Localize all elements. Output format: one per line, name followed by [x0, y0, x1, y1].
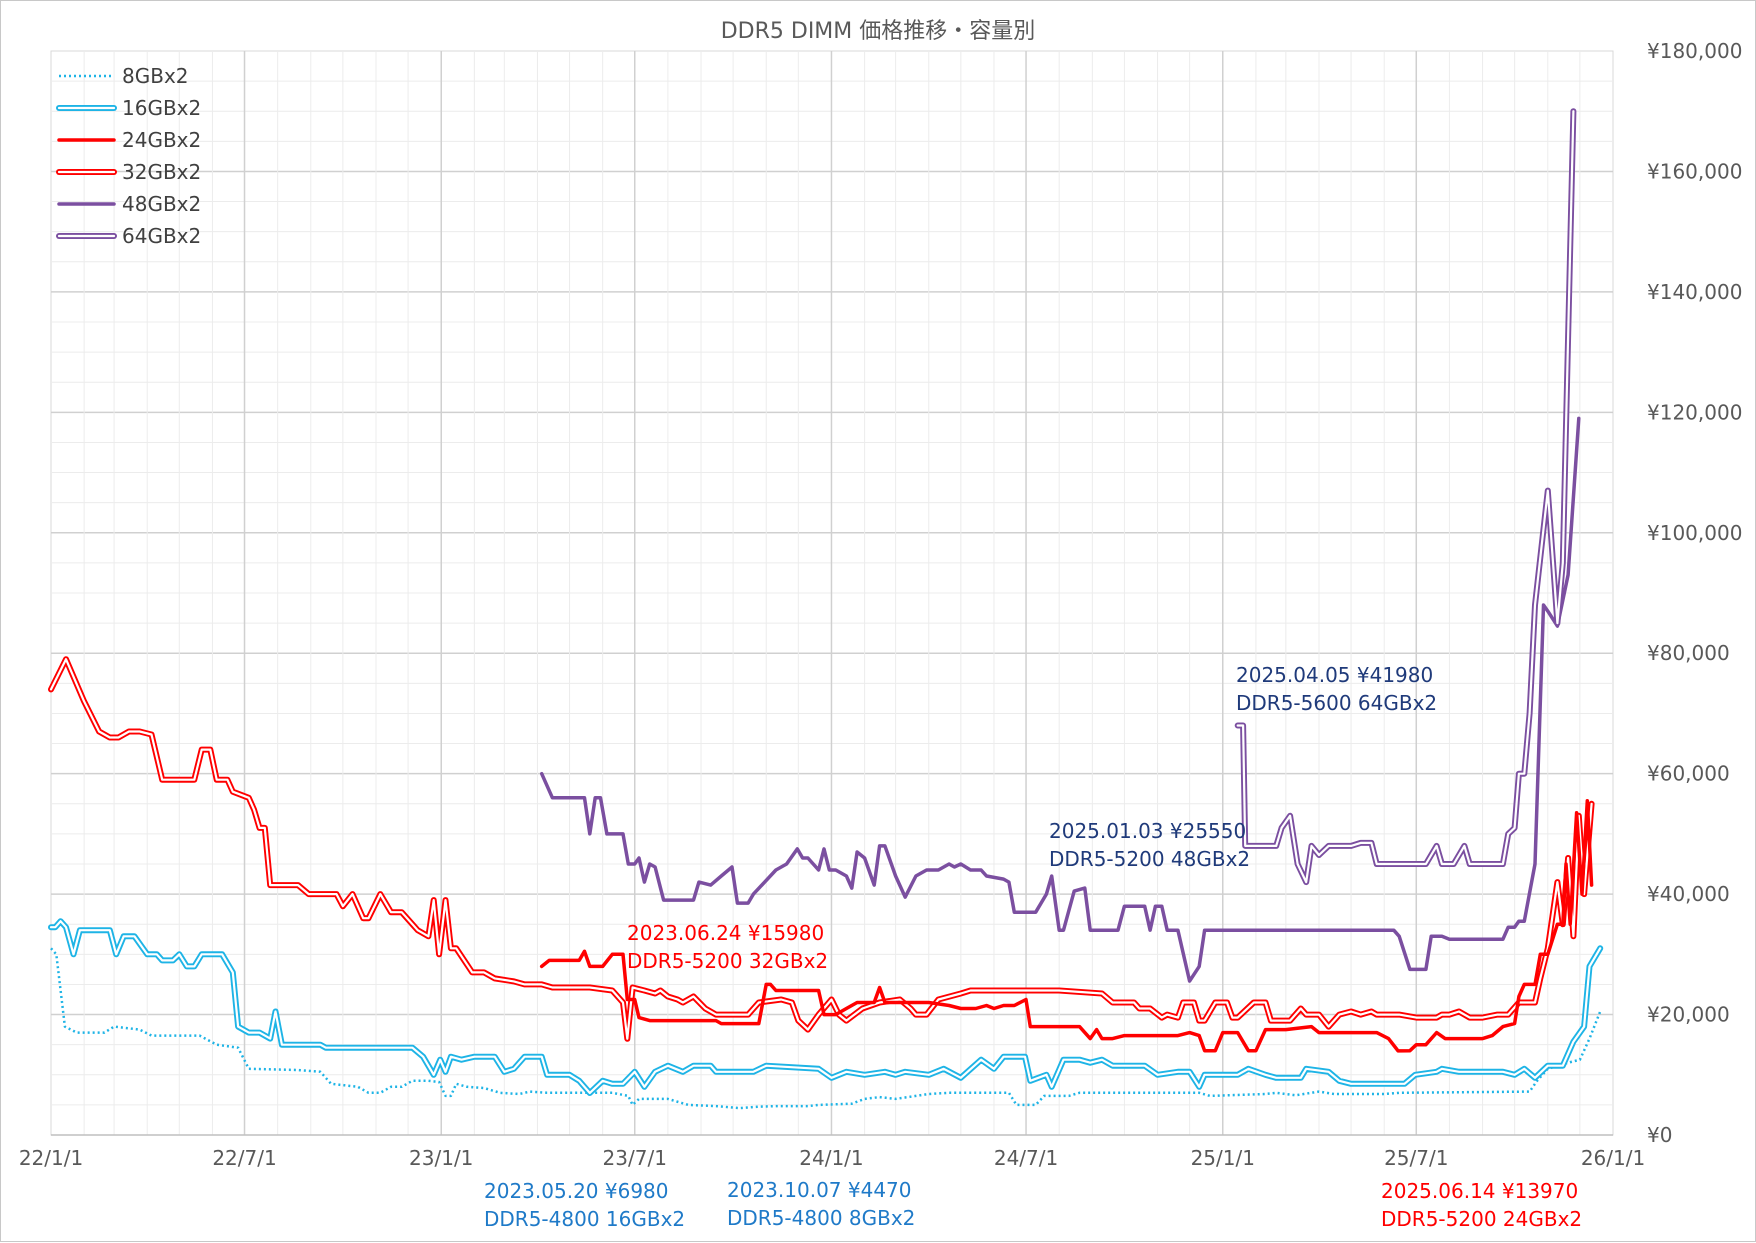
- legend: 8GBx2 16GBx2 24GBx2 32GBx2 48GBx2 64GBx2: [56, 64, 201, 248]
- annotation-line1: 2025.01.03 ¥25550: [1049, 819, 1246, 843]
- annotation-anno-48: 2025.01.03 ¥25550 DDR5-5200 48GBx2: [1049, 819, 1250, 871]
- legend-label: 16GBx2: [122, 96, 201, 120]
- y-tick-label: ¥60,000: [1647, 762, 1730, 786]
- series-48GBx2: [539, 416, 1581, 983]
- series-24GBx2: [539, 799, 1594, 1053]
- y-tick-label: ¥80,000: [1647, 641, 1730, 665]
- annotation-line1: 2023.10.07 ¥4470: [727, 1178, 912, 1202]
- x-tick-label: 22/7/1: [212, 1146, 276, 1170]
- series-64GBx2: [1234, 108, 1577, 886]
- annotation-line1: 2025.04.05 ¥41980: [1236, 663, 1433, 687]
- annotation-anno-64: 2025.04.05 ¥41980 DDR5-5600 64GBx2: [1236, 663, 1437, 715]
- annotation-line2: DDR5-5200 48GBx2: [1049, 847, 1250, 871]
- annotation-line2: DDR5-4800 16GBx2: [484, 1207, 685, 1231]
- legend-label: 24GBx2: [122, 128, 201, 152]
- x-tick-label: 24/7/1: [994, 1146, 1058, 1170]
- y-tick-label: ¥40,000: [1647, 882, 1730, 906]
- x-tick-label: 23/1/1: [409, 1146, 473, 1170]
- annotation-line2: DDR5-5600 64GBx2: [1236, 691, 1437, 715]
- legend-item-64GBx2: 64GBx2: [56, 224, 201, 248]
- annotation-line2: DDR5-4800 8GBx2: [727, 1206, 915, 1230]
- y-tick-label: ¥140,000: [1647, 280, 1742, 304]
- x-tick-label: 26/1/1: [1581, 1146, 1645, 1170]
- legend-item-32GBx2: 32GBx2: [56, 160, 201, 184]
- y-tick-label: ¥20,000: [1647, 1003, 1730, 1027]
- x-tick-label: 25/1/1: [1191, 1146, 1255, 1170]
- annotation-line1: 2023.06.24 ¥15980: [627, 921, 824, 945]
- series-line-32GBx2-inner: [49, 658, 1593, 1040]
- annotation-line1: 2025.06.14 ¥13970: [1381, 1179, 1578, 1203]
- series-line-64GBx2-inner: [1236, 110, 1575, 884]
- series-16GBx2: [48, 918, 1604, 1096]
- chart-title: DDR5 DIMM 価格推移・容量別: [721, 19, 1036, 44]
- series-line-24GBx2: [539, 799, 1594, 1053]
- legend-label: 8GBx2: [122, 64, 189, 88]
- annotation-line1: 2023.05.20 ¥6980: [484, 1179, 669, 1203]
- legend-item-16GBx2: 16GBx2: [56, 96, 201, 120]
- series-32GBx2: [48, 656, 1595, 1042]
- legend-label: 64GBx2: [122, 224, 201, 248]
- series-line-64GBx2-outer: [1234, 108, 1577, 886]
- series-line-8GBx2: [50, 947, 1602, 1110]
- x-tick-label: 22/1/1: [19, 1146, 83, 1170]
- series-line-48GBx2: [539, 416, 1581, 983]
- axes: 22/1/1 22/7/1 23/1/1 23/7/1 24/1/1 24/7/1 25/1…: [19, 39, 1743, 1170]
- legend-item-48GBx2: 48GBx2: [57, 192, 201, 216]
- series-lines: [48, 108, 1604, 1110]
- legend-label: 32GBx2: [122, 160, 201, 184]
- y-tick-label: ¥120,000: [1647, 400, 1742, 424]
- x-tick-label: 24/1/1: [799, 1146, 863, 1170]
- x-tick-label: 23/7/1: [603, 1146, 667, 1170]
- series-line-16GBx2-inner: [49, 920, 1602, 1095]
- y-tick-label: ¥160,000: [1647, 159, 1742, 183]
- annotation-anno-32: 2023.06.24 ¥15980 DDR5-5200 32GBx2: [627, 921, 828, 973]
- annotation-anno-8: 2023.10.07 ¥4470 DDR5-4800 8GBx2: [727, 1178, 915, 1230]
- annotation-anno-16: 2023.05.20 ¥6980 DDR5-4800 16GBx2: [484, 1179, 685, 1231]
- legend-item-8GBx2: 8GBx2: [59, 64, 189, 88]
- annotation-line2: DDR5-5200 32GBx2: [627, 949, 828, 973]
- legend-label: 48GBx2: [122, 192, 201, 216]
- y-tick-label: ¥0: [1647, 1123, 1672, 1147]
- annotation-anno-24: 2025.06.14 ¥13970 DDR5-5200 24GBx2: [1381, 1179, 1582, 1231]
- series-8GBx2: [50, 947, 1602, 1110]
- annotations: 2025.04.05 ¥41980 DDR5-5600 64GBx2 2025.01…: [484, 663, 1582, 1231]
- series-line-32GBx2-outer: [48, 656, 1595, 1042]
- y-tick-label: ¥100,000: [1647, 521, 1742, 545]
- x-tick-label: 25/7/1: [1384, 1146, 1448, 1170]
- annotation-line2: DDR5-5200 24GBx2: [1381, 1207, 1582, 1231]
- y-tick-label: ¥180,000: [1647, 39, 1742, 63]
- grid: [50, 50, 1614, 1136]
- legend-item-24GBx2: 24GBx2: [57, 128, 201, 152]
